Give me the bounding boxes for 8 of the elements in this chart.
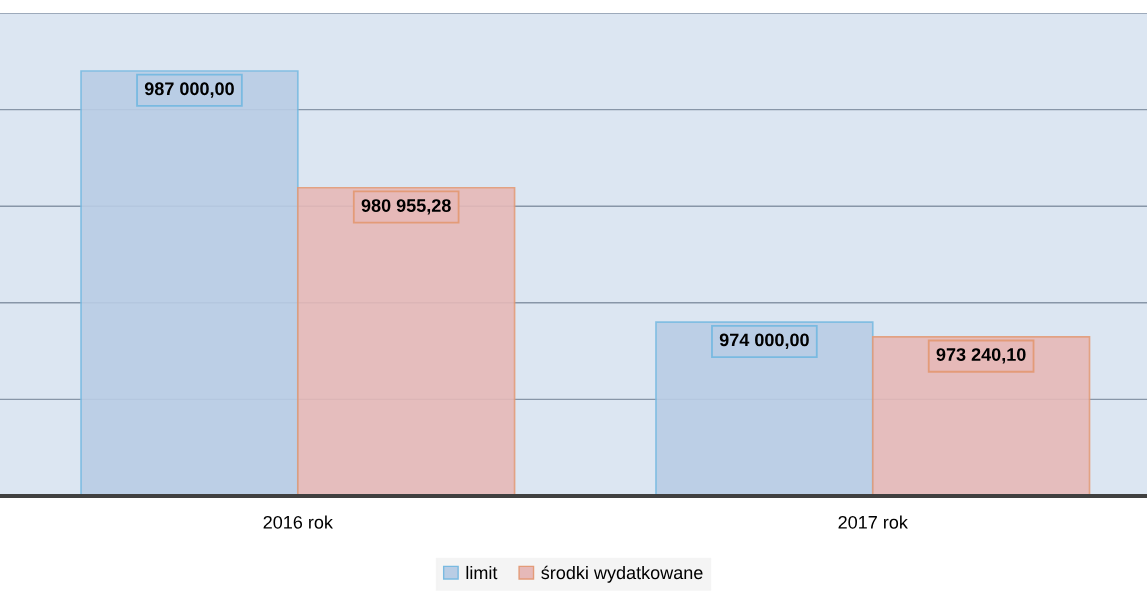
legend-label: limit — [466, 565, 498, 580]
data-label: 973 240,10 — [936, 348, 1026, 364]
data-label: 974 000,00 — [719, 333, 809, 349]
data-label: 987 000,00 — [144, 82, 234, 98]
x-tick-label: 2017 rok — [838, 515, 908, 529]
legend-label: środki wydatkowane — [541, 565, 703, 583]
x-tick-label: 2016 rok — [263, 515, 333, 529]
data-label: 980 955,28 — [361, 199, 451, 215]
